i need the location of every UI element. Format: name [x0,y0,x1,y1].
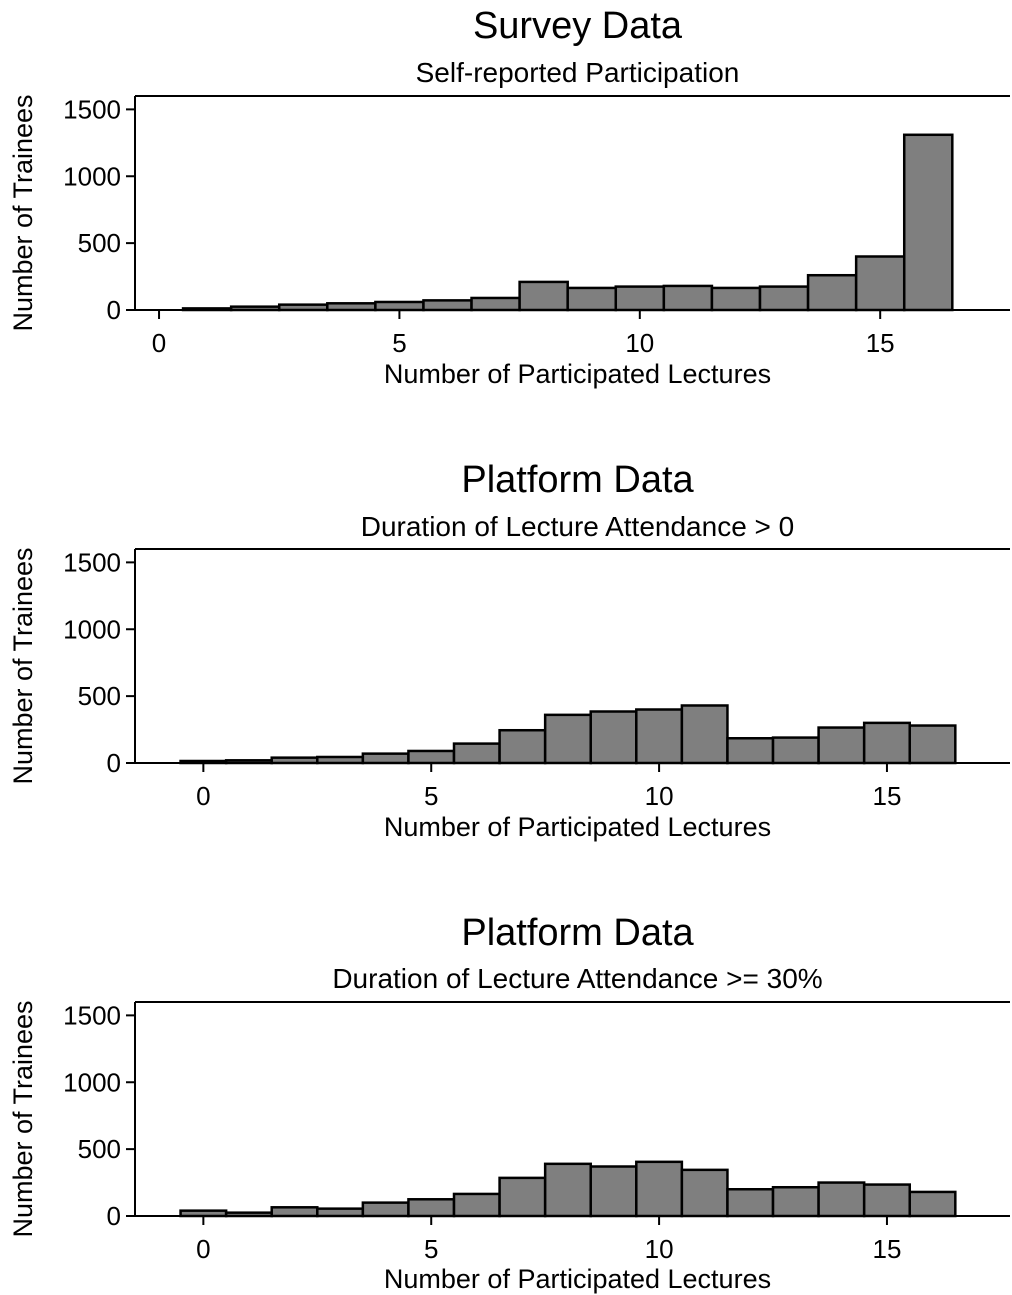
bar-13 [771,736,820,765]
bar-10 [614,285,666,312]
bar-3 [316,1207,365,1218]
x-tick-label-0: 0 [196,781,210,811]
bar-7 [470,296,521,312]
y-tick-label-1500: 1500 [63,1000,121,1030]
y-tick-label-1000: 1000 [63,161,121,191]
bar-7 [498,728,547,765]
bar-15 [862,721,911,765]
chart-subtitle: Duration of Lecture Attendance > 0 [361,511,795,542]
x-tick-label-15: 15 [872,1234,901,1264]
chart-panel-1: Survey Data Self-reported Participation 0 5… [8,5,1010,389]
bar-15 [862,1183,911,1218]
bar-10 [635,708,684,765]
y-axis-label: Number of Trainees [8,547,38,784]
bar-6 [422,299,473,312]
bar-15 [854,255,906,312]
bar-10 [635,1160,684,1218]
x-tick-label-5: 5 [424,1234,438,1264]
bar-16 [902,133,954,312]
bar-2 [270,1206,319,1218]
bar-7 [498,1176,547,1218]
y-tick-label-1000: 1000 [63,614,121,644]
chart-panel-2: Platform Data Duration of Lecture Attenda… [8,459,1010,842]
x-axis-label: Number of Participated Lectures [384,1264,771,1294]
bar-9 [566,286,618,312]
y-tick-label-1000: 1000 [63,1067,121,1097]
y-tick-label-500: 500 [78,1134,121,1164]
bar-14 [817,726,866,765]
chart-panel-3: Platform Data Duration of Lecture Attenda… [8,912,1010,1294]
x-tick-label-15: 15 [866,328,895,358]
y-tick-label-500: 500 [78,228,121,258]
bar-12 [726,737,775,765]
bar-14 [817,1181,866,1218]
bar-4 [326,302,377,312]
x-tick-label-15: 15 [872,781,901,811]
bar-12 [726,1188,775,1218]
bar-16 [908,724,957,765]
bar-16 [908,1190,957,1218]
bar-12 [710,286,762,312]
y-tick-label-0: 0 [107,1201,121,1231]
x-tick-label-5: 5 [392,328,406,358]
bar-11 [680,1168,729,1218]
chart-title: Survey Data [473,5,683,47]
x-axis-label: Number of Participated Lectures [384,812,771,842]
bar-5 [407,749,456,765]
chart-title: Platform Data [461,459,694,501]
x-tick-label-10: 10 [645,1234,674,1264]
x-axis-label: Number of Participated Lectures [384,359,771,389]
bar-11 [680,704,729,765]
y-tick-label-500: 500 [78,681,121,711]
bar-5 [374,300,425,312]
chart-title: Platform Data [461,912,694,954]
bar-9 [589,710,638,765]
bar-13 [771,1185,820,1218]
bar-8 [518,280,569,312]
chart-subtitle: Duration of Lecture Attendance >= 30% [332,963,822,994]
y-tick-label-0: 0 [107,748,121,778]
bar-11 [662,284,714,312]
y-axis-label: Number of Trainees [8,1000,38,1237]
bar-14 [806,273,858,312]
x-tick-label-10: 10 [625,328,654,358]
bar-6 [452,1192,501,1218]
bar-8 [543,1162,592,1218]
y-tick-label-1500: 1500 [63,547,121,577]
bar-9 [589,1165,638,1218]
bar-5 [407,1198,456,1218]
x-tick-label-0: 0 [196,1234,210,1264]
bar-8 [543,713,592,765]
bar-4 [361,1201,410,1218]
x-tick-label-5: 5 [424,781,438,811]
x-tick-label-0: 0 [152,328,166,358]
bar-6 [452,742,501,765]
y-tick-label-0: 0 [107,295,121,325]
y-axis-label: Number of Trainees [8,94,38,331]
x-tick-label-10: 10 [645,781,674,811]
bar-13 [758,285,810,312]
y-tick-label-1500: 1500 [63,94,121,124]
chart-subtitle: Self-reported Participation [416,57,740,88]
bar-4 [361,752,410,765]
